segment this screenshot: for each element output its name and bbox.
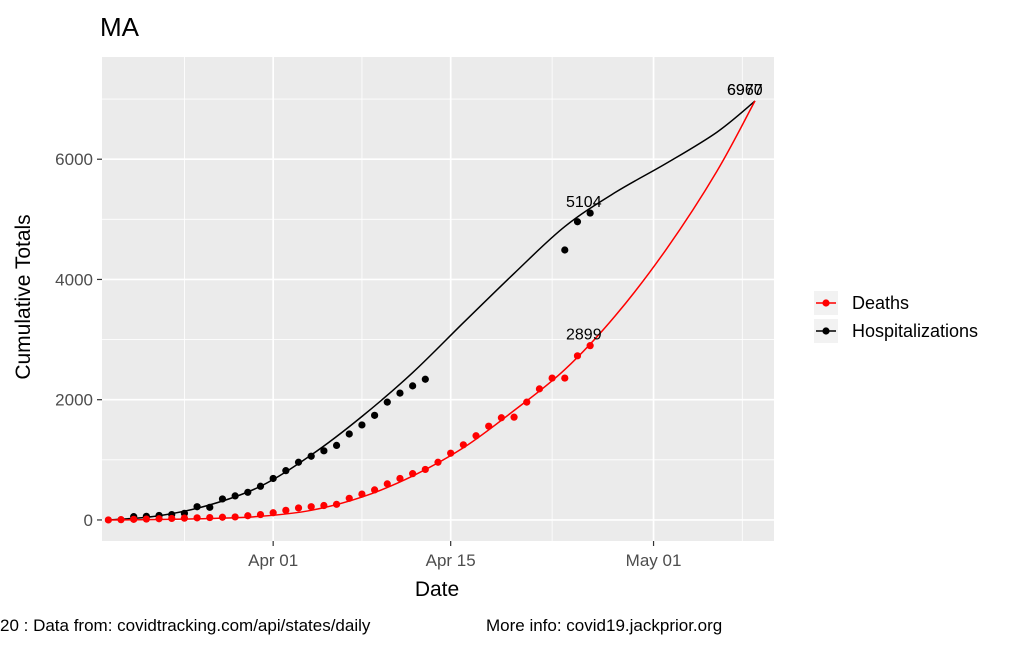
annotations: 5104 6967 2899 6970 (566, 82, 763, 344)
hospitalizations-point (294, 458, 303, 466)
deaths-point (383, 480, 391, 488)
y-tick-label: 2000 (55, 391, 93, 410)
y-tick-label: 0 (84, 511, 93, 530)
deaths-point (535, 385, 544, 393)
deaths-point (142, 515, 150, 523)
deaths-point (396, 474, 404, 483)
deaths-point (117, 516, 125, 524)
hospitalizations-point (244, 488, 252, 496)
deaths-point (421, 465, 429, 474)
deaths-point (447, 449, 455, 457)
hospitalizations-point (371, 411, 379, 419)
legend: Deaths Hospitalizations (814, 291, 978, 343)
deaths-point (345, 494, 353, 502)
deaths-point (332, 500, 341, 508)
hospitalizations-point (332, 441, 341, 450)
hospitalizations-point (307, 452, 315, 460)
deaths-point (206, 513, 214, 522)
deaths-point (193, 514, 201, 522)
y-tick-label: 4000 (55, 270, 93, 289)
hospitalizations-point (206, 503, 214, 511)
hospitalizations-label: 5104 (566, 194, 602, 211)
deaths-point (282, 506, 290, 514)
x-tick-label: Apr 01 (248, 551, 298, 570)
x-tick-label: Apr 15 (426, 551, 476, 570)
hospitalizations-label: 6967 (727, 82, 763, 99)
chart-title: MA (100, 12, 140, 42)
data-points (104, 209, 594, 524)
y-axis: 0 2000 4000 6000 (55, 150, 102, 530)
hospitalizations-point (231, 492, 239, 500)
hospitalizations-point (193, 503, 201, 511)
deaths-point (307, 503, 315, 511)
hospitalizations-point (421, 375, 429, 383)
y-tick-label: 6000 (55, 150, 93, 169)
deaths-point (510, 413, 518, 421)
legend-point (822, 327, 830, 335)
x-tick-label: May 01 (626, 551, 682, 570)
plot-panel (102, 57, 774, 541)
deaths-point (497, 414, 505, 422)
deaths-point (180, 514, 189, 522)
deaths-point (244, 512, 252, 520)
hospitalizations-point (345, 430, 353, 438)
hospitalizations-point (218, 495, 227, 503)
caption-right: More info: covid19.jackprior.org (486, 616, 722, 635)
grid (102, 57, 774, 541)
deaths-point (256, 510, 265, 519)
hospitalizations-point (383, 398, 391, 406)
caption-left: 20 : Data from: covidtracking.com/api/st… (0, 616, 371, 635)
deaths-point (434, 458, 442, 466)
deaths-point (586, 342, 594, 350)
deaths-point (104, 516, 112, 524)
deaths-point (371, 486, 379, 494)
hospitalizations-fit-line (108, 100, 756, 521)
deaths-label: 6970 (727, 82, 763, 99)
legend-label: Deaths (852, 293, 909, 313)
deaths-point (155, 515, 163, 523)
deaths-point (485, 422, 493, 430)
hospitalizations-point (396, 389, 404, 397)
deaths-label: 2899 (566, 327, 602, 344)
deaths-point (459, 441, 467, 449)
legend-label: Hospitalizations (852, 321, 978, 341)
hospitalizations-point (561, 246, 569, 254)
deaths-point (231, 513, 239, 521)
deaths-point (218, 513, 227, 521)
deaths-point (523, 398, 531, 406)
deaths-point (409, 470, 417, 478)
y-axis-title: Cumulative Totals (12, 214, 35, 379)
deaths-point (548, 374, 556, 382)
deaths-point (320, 501, 328, 510)
x-axis: Apr 01 Apr 15 May 01 (248, 541, 681, 570)
deaths-point (573, 352, 582, 360)
deaths-point (168, 514, 176, 523)
deaths-point (561, 374, 569, 382)
hospitalizations-point (320, 447, 328, 455)
deaths-point (130, 515, 138, 523)
hospitalizations-point (282, 467, 290, 475)
hospitalizations-point (586, 209, 594, 217)
deaths-point (269, 509, 277, 517)
legend-point (822, 299, 830, 307)
deaths-point (294, 504, 303, 512)
deaths-point (472, 432, 480, 440)
hospitalizations-point (269, 474, 277, 483)
x-axis-title: Date (415, 578, 459, 601)
hospitalizations-point (573, 218, 582, 226)
deaths-point (358, 490, 366, 498)
hospitalizations-point (256, 482, 265, 490)
hospitalizations-point (358, 421, 366, 429)
hospitalizations-point (409, 382, 417, 390)
